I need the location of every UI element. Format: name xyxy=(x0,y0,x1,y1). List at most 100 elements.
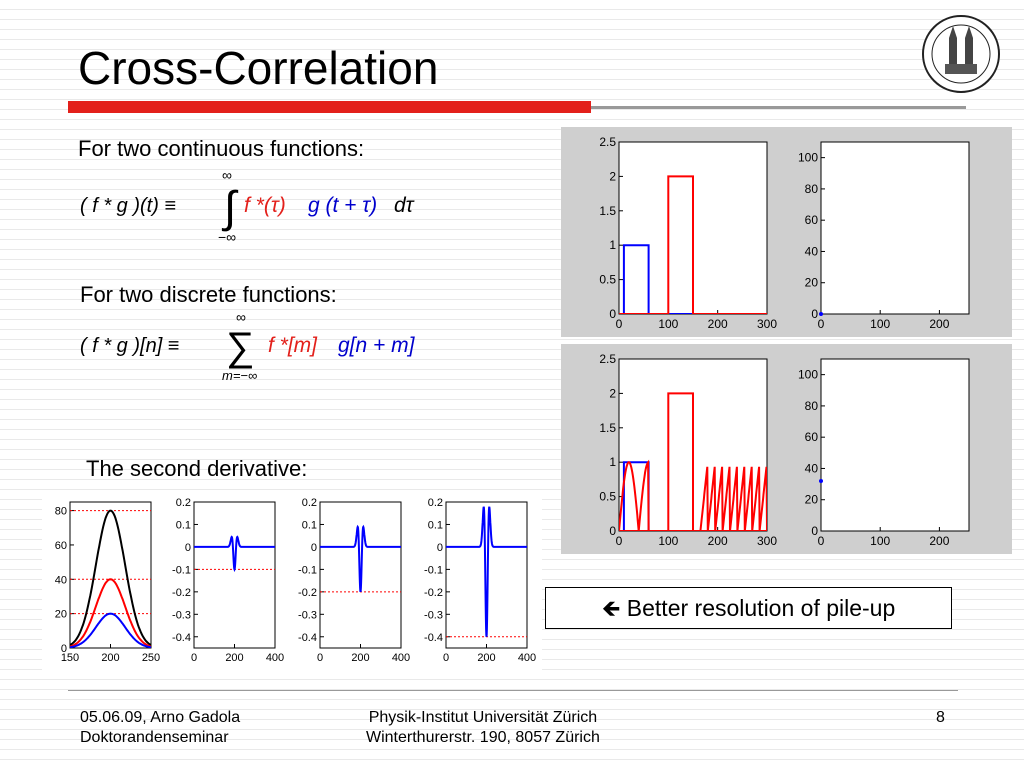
y-tick-label: -0.3 xyxy=(172,609,191,621)
y-tick-label: 0 xyxy=(811,524,818,538)
x-tick-label: 300 xyxy=(757,317,777,331)
slide-title: Cross-Correlation xyxy=(78,42,439,94)
y-tick-label: -0.2 xyxy=(298,587,317,599)
y-tick-label: 100 xyxy=(798,151,818,165)
y-tick-label: 0.2 xyxy=(302,497,317,509)
discrete-label: For two discrete functions: xyxy=(80,282,337,307)
y-tick-label: 60 xyxy=(805,213,819,227)
plot-frame xyxy=(820,141,970,315)
y-tick-label: 20 xyxy=(55,609,67,621)
black-series-line xyxy=(70,509,151,646)
x-tick-label: 0 xyxy=(317,652,323,664)
y-tick-label: 0.1 xyxy=(302,519,317,531)
red-series-line xyxy=(619,392,767,531)
blue-series-line xyxy=(320,524,401,592)
data-point xyxy=(819,312,823,316)
y-tick-label: 40 xyxy=(805,461,819,475)
x-tick-label: 400 xyxy=(518,652,536,664)
plot-frame xyxy=(820,358,970,532)
y-tick-label: -0.1 xyxy=(298,564,317,576)
discrete-upper-limit: ∞ xyxy=(236,309,246,325)
y-tick-label: 2.5 xyxy=(599,135,616,149)
x-tick-label: 100 xyxy=(658,534,678,548)
pileup-callout: 🡸 Better resolution of pile-up xyxy=(545,587,952,629)
y-tick-label: -0.4 xyxy=(424,632,443,644)
continuous-lower-limit: −∞ xyxy=(218,229,236,245)
derivative-plots-svg: 150 200 250 0 20 40 60 80 0 200 400 0.2 0.1 0 -0.1 -0.… xyxy=(55,497,536,664)
x-tick-label: 0 xyxy=(616,534,623,548)
red-series-line xyxy=(70,578,151,648)
bottom-plot-panel: 0 100 200 300 0 0.5 1 1.5 2 2.5 0 100 200 0 20 40 60 80 1… xyxy=(561,344,1012,554)
page-number: 8 xyxy=(936,709,945,726)
y-tick-label: 2 xyxy=(609,386,616,400)
continuous-label: For two continuous functions: xyxy=(78,136,365,161)
blue-series-line xyxy=(619,461,767,531)
y-tick-label: 2 xyxy=(609,169,616,183)
continuous-upper-limit: ∞ xyxy=(222,167,232,183)
y-tick-label: 0 xyxy=(311,542,317,554)
y-tick-label: 0 xyxy=(609,524,616,538)
y-tick-label: 0 xyxy=(609,307,616,321)
y-tick-label: 60 xyxy=(55,540,67,552)
x-tick-label: 0 xyxy=(818,317,825,331)
y-tick-label: 0.2 xyxy=(428,497,443,509)
x-tick-label: 400 xyxy=(266,652,284,664)
x-tick-label: 200 xyxy=(929,317,949,331)
title-underline-red xyxy=(68,101,591,113)
x-tick-label: 0 xyxy=(443,652,449,664)
continuous-differential: dτ xyxy=(394,194,415,217)
x-tick-label: 100 xyxy=(658,317,678,331)
x-tick-label: 200 xyxy=(225,652,243,664)
x-tick-label: 300 xyxy=(757,534,777,548)
chart-deriv-small: 0 200 400 0.2 0.1 0 -0.1 -0.2 -0.3 -0.4 xyxy=(172,497,284,664)
chart-top-right-correlation: 0 100 200 0 20 40 60 80 100 xyxy=(798,141,970,331)
y-tick-label: 80 xyxy=(805,399,819,413)
y-tick-label: 2.5 xyxy=(599,352,616,366)
sum-sign: ∑ xyxy=(226,325,255,369)
y-tick-label: 1.5 xyxy=(599,421,616,435)
red-series-line xyxy=(619,175,767,314)
chart-top-left-pulses: 0 100 200 300 0 0.5 1 1.5 2 2.5 xyxy=(599,135,777,331)
y-tick-label: -0.1 xyxy=(172,564,191,576)
y-tick-label: -0.2 xyxy=(172,587,191,599)
y-tick-label: 0.5 xyxy=(599,490,616,504)
blue-series-line xyxy=(194,535,275,573)
derivative-plots-panel: 150 200 250 0 20 40 60 80 0 200 400 0.2 0.1 0 -0.1 -0.… xyxy=(42,494,542,670)
top-plots-svg: 0 100 200 300 0 0.5 1 1.5 2 2.5 0 100 200 0 20 40 60 80 1… xyxy=(599,135,970,331)
blue-series-line xyxy=(619,244,767,314)
y-tick-label: 1 xyxy=(609,238,616,252)
y-tick-label: 0.1 xyxy=(176,519,191,531)
x-tick-label: 250 xyxy=(142,652,160,664)
continuous-lhs: ( f * g )(t) ≡ xyxy=(80,195,176,217)
y-tick-label: 1 xyxy=(609,455,616,469)
x-tick-label: 150 xyxy=(61,652,79,664)
x-tick-label: 200 xyxy=(351,652,369,664)
y-tick-label: 40 xyxy=(805,244,819,258)
y-tick-label: 0.2 xyxy=(176,497,191,509)
y-tick-label: 0 xyxy=(185,542,191,554)
footer-center: Physik-Institut Universität Zürich Winte… xyxy=(366,708,600,748)
discrete-formula: ( f * g )[n] ≡ ∞ ∑ m=−∞ f *[m] g[n + m] xyxy=(80,309,416,383)
red-pileup-trace xyxy=(619,459,767,531)
x-tick-label: 100 xyxy=(870,317,890,331)
y-tick-label: 40 xyxy=(55,574,67,586)
chart-deriv-large: 0 200 400 0.2 0.1 0 -0.1 -0.2 -0.3 -0.4 xyxy=(424,497,536,664)
discrete-lower-limit: m=−∞ xyxy=(222,368,257,383)
footer-event: Doktorandenseminar xyxy=(80,729,229,746)
footer-divider xyxy=(68,690,958,691)
blue-series-line xyxy=(70,612,151,648)
y-tick-label: 0 xyxy=(437,542,443,554)
x-tick-label: 100 xyxy=(870,534,890,548)
y-tick-label: 0.1 xyxy=(428,519,443,531)
x-tick-label: 400 xyxy=(392,652,410,664)
y-tick-label: 20 xyxy=(805,276,819,290)
y-tick-label: 100 xyxy=(798,368,818,382)
left-arrow-icon: 🡸 xyxy=(601,595,621,621)
x-tick-label: 200 xyxy=(101,652,119,664)
chart-deriv-gaussians: 150 200 250 0 20 40 60 80 xyxy=(55,501,160,664)
footer-institute: Physik-Institut Universität Zürich xyxy=(368,709,598,726)
discrete-g-part: g[n + m] xyxy=(338,334,416,357)
continuous-formula: ( f * g )(t) ≡ ∞ ∫ −∞ f *(τ) g (t + τ) d… xyxy=(80,167,415,245)
y-tick-label: -0.3 xyxy=(298,609,317,621)
continuous-f-part: f *(τ) xyxy=(244,194,286,217)
